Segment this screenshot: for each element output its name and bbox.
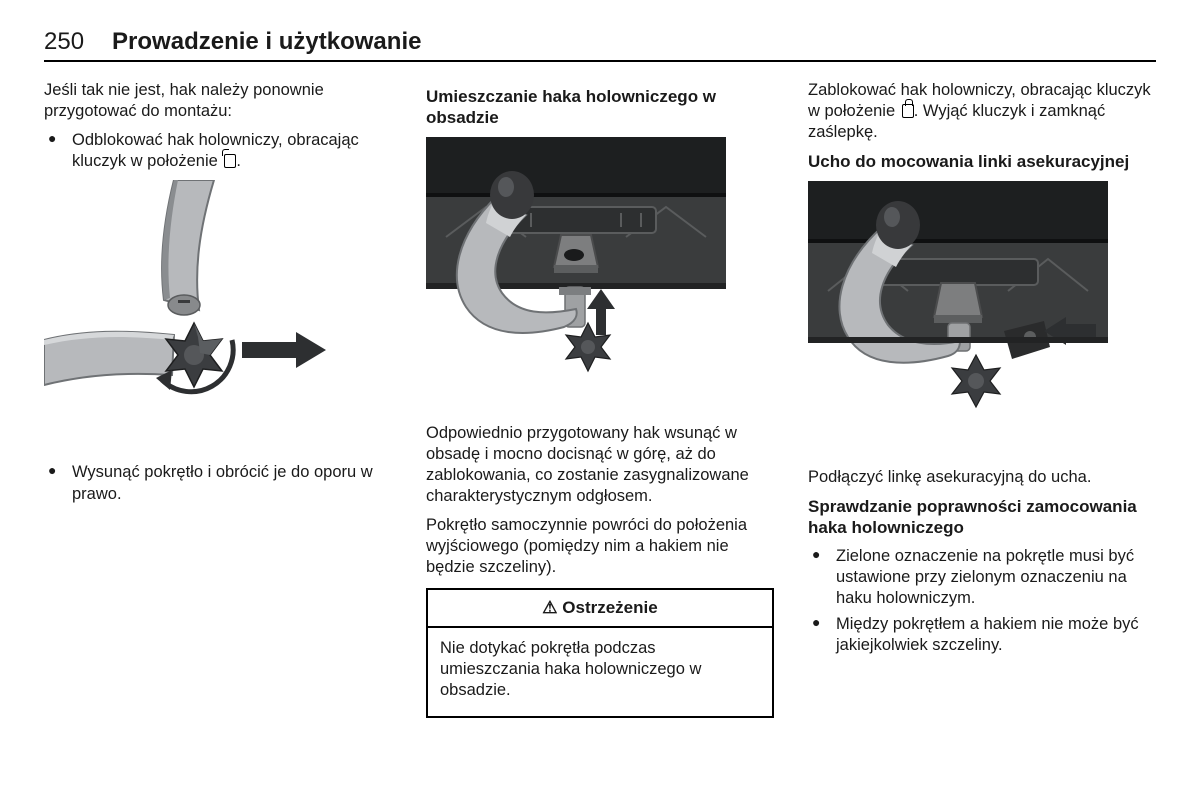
unlock-icon xyxy=(224,154,236,168)
intro-text: Jeśli tak nie jest, hak należy ponownie … xyxy=(44,80,392,122)
warning-title: ⚠ Ostrzeżenie xyxy=(428,590,772,628)
column-3: Zablokować hak holowniczy, obracając klu… xyxy=(808,80,1156,718)
list-item: Zielone oznaczenie na pokrętle musi być … xyxy=(808,546,1156,609)
para: Pokrętło samoczynnie powróci do położeni… xyxy=(426,515,774,578)
para: Podłączyć linkę asekuracyjną do ucha. xyxy=(808,467,1156,488)
list-item: Wysunąć pokrętło i obrócić je do oporu w… xyxy=(44,462,392,504)
para: Odpowiednio przygotowany hak wsunąć w ob… xyxy=(426,423,774,507)
figure-safety-eye xyxy=(808,181,1108,455)
content-columns: Jeśli tak nie jest, hak należy ponownie … xyxy=(44,80,1156,718)
bullet-text: Zielone oznaczenie na pokrętle musi być … xyxy=(836,547,1134,607)
page-header: 250 Prowadzenie i użytkowanie xyxy=(44,28,1156,62)
prep-steps-list-2: Wysunąć pokrętło i obrócić je do oporu w… xyxy=(44,462,392,504)
para: Zablokować hak holowniczy, obracając klu… xyxy=(808,80,1156,143)
figure-unlock-knob xyxy=(44,180,344,450)
page-number: 250 xyxy=(44,28,84,56)
list-item: Odblokować hak holowniczy, obracając klu… xyxy=(44,130,392,172)
check-list: Zielone oznaczenie na pokrętle musi być … xyxy=(808,546,1156,656)
warning-box: ⚠ Ostrzeżenie Nie dotykać pokrętła podcz… xyxy=(426,588,774,717)
section-heading: Sprawdzanie poprawności zamocowania haka… xyxy=(808,496,1156,539)
page-title: Prowadzenie i użytkowanie xyxy=(112,28,421,56)
column-2: Umieszczanie haka holowniczego w obsadzi… xyxy=(426,80,774,718)
warning-body: Nie dotykać pokrętła podczas umieszczani… xyxy=(428,628,772,715)
figure-insert-hook xyxy=(426,137,726,411)
column-1: Jeśli tak nie jest, hak należy ponownie … xyxy=(44,80,392,718)
bullet-text: Między pokrętłem a hakiem nie może być j… xyxy=(836,615,1139,654)
section-heading: Umieszczanie haka holowniczego w obsadzi… xyxy=(426,86,774,129)
section-heading: Ucho do mocowania linki asekuracyjnej xyxy=(808,151,1156,172)
prep-steps-list: Odblokować hak holowniczy, obracając klu… xyxy=(44,130,392,172)
warning-label: Ostrzeżenie xyxy=(562,598,657,617)
list-item: Między pokrętłem a hakiem nie może być j… xyxy=(808,614,1156,656)
bullet-text: Odblokować hak holowniczy, obracając klu… xyxy=(72,131,359,170)
lock-icon xyxy=(902,104,914,118)
warning-icon: ⚠ xyxy=(542,598,557,617)
bullet-text: Wysunąć pokrętło i obrócić je do oporu w… xyxy=(72,463,373,502)
